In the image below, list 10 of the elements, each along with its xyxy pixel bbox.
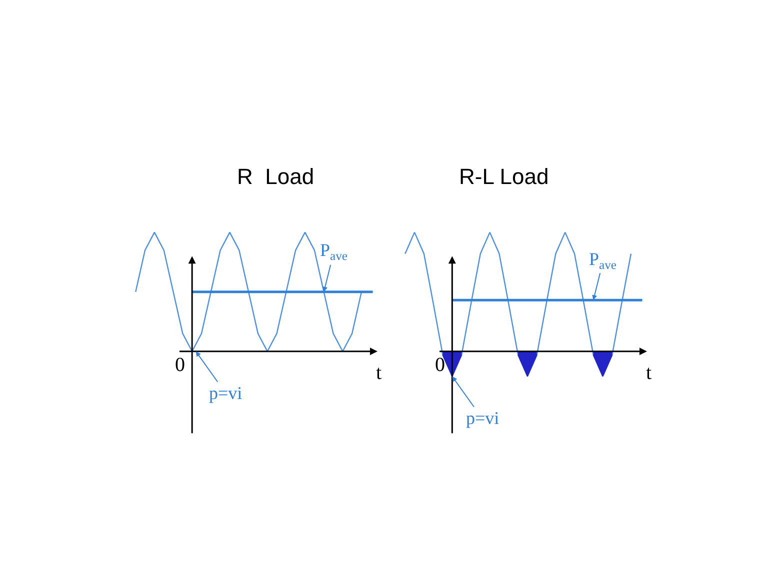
text: 0 xyxy=(175,354,185,376)
annotation: 0 xyxy=(435,354,445,376)
text: t xyxy=(646,362,652,384)
text: p=vi xyxy=(466,408,500,428)
chart-title: R Load xyxy=(237,164,314,189)
text: p=vi xyxy=(209,383,242,403)
ref-line-label: P$_{ave}$ xyxy=(320,240,348,263)
chart-title: R-L Load xyxy=(459,164,549,189)
ref-line-label: P$_{ave}$ xyxy=(589,249,617,272)
text: t xyxy=(376,362,382,384)
